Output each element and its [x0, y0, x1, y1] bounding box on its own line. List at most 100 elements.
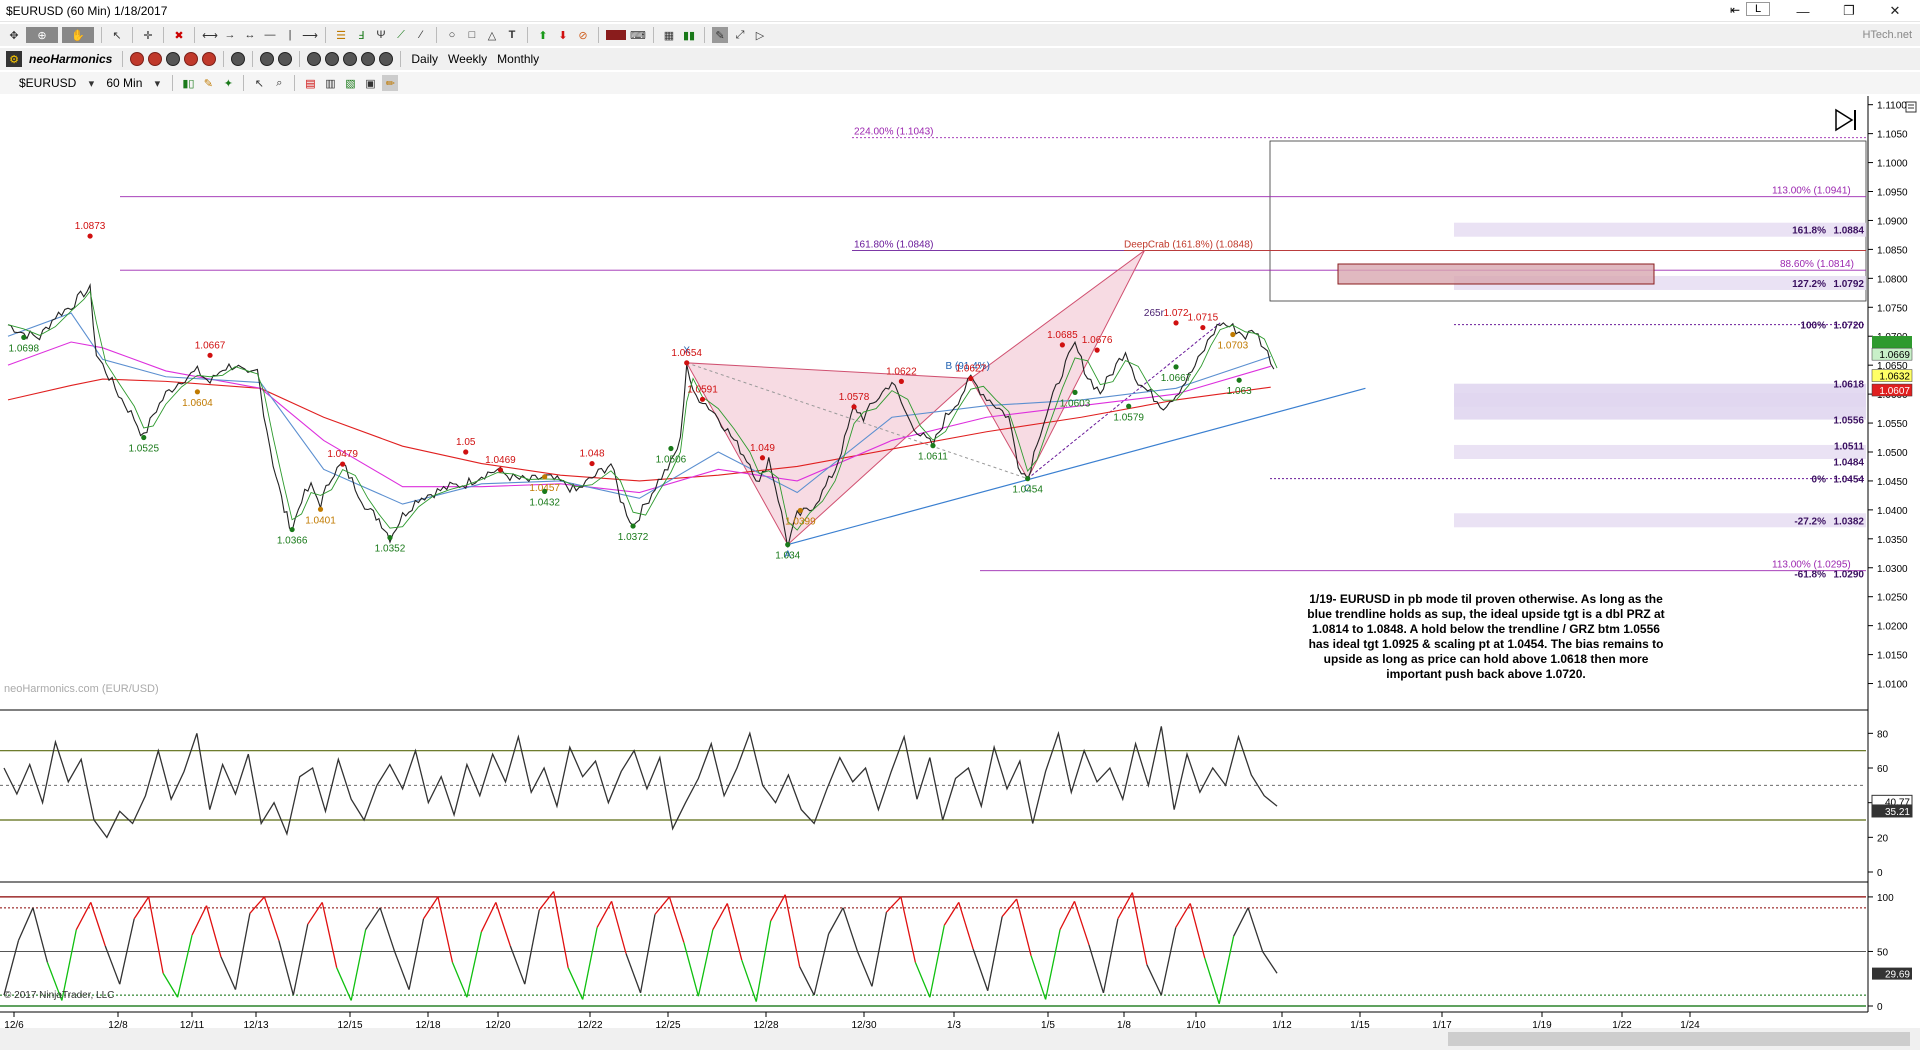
swing-dot [87, 233, 93, 239]
swing-label: 1.0591 [687, 384, 718, 395]
template-icon[interactable]: ▧ [345, 77, 356, 90]
price-chart[interactable]: 224.00% (1.1043) 113.00% (1.0941) 161.80% … [0, 96, 1920, 1028]
restore-arrow-icon[interactable]: ⇤ [1730, 3, 1741, 17]
harmonic-g8-icon[interactable] [379, 52, 394, 66]
zoom-icon[interactable]: ⊕ [26, 27, 58, 43]
toolbar-divider [325, 27, 326, 43]
crosshair-icon[interactable]: ✛ [143, 29, 153, 42]
bar-style-icon[interactable]: ▮▯ [182, 77, 195, 90]
harmonic-g7-icon[interactable] [361, 52, 376, 66]
horizontal-line-icon[interactable]: — [264, 29, 276, 41]
minimize-button[interactable]: — [1796, 3, 1810, 19]
price-line [7, 283, 1275, 548]
y-tick-label: 1.0450 [1877, 477, 1908, 488]
chevron-down-icon[interactable]: ▾ [154, 77, 161, 90]
chart-panel[interactable]: 224.00% (1.1043) 113.00% (1.0941) 161.80% … [0, 96, 1920, 1050]
regression-channel-icon[interactable]: ⁄ [420, 29, 422, 41]
cursor-select-icon[interactable]: ↖ [254, 77, 264, 90]
swing-label: 1.0667 [195, 340, 226, 351]
y-tick-label: 1.1050 [1877, 130, 1908, 141]
interval-selector[interactable]: 60 Min [106, 76, 143, 90]
time-axis: 12/6 12/8 12/11 12/13 12/15 12/18 12/20 12/22 12… [4, 1012, 1700, 1028]
period-daily[interactable]: Daily [411, 52, 439, 66]
chevron-down-icon[interactable]: ▾ [88, 77, 95, 90]
harmonic-g2-icon[interactable] [260, 52, 275, 66]
horizontal-scrollbar[interactable] [0, 1028, 1920, 1050]
extended-line-icon[interactable]: ↔ [244, 29, 256, 41]
arrow-line-icon[interactable]: ⟶ [302, 29, 318, 42]
swing-dot [194, 389, 201, 395]
arrow-up-icon[interactable]: ⬆ [538, 29, 548, 42]
cursor-icon[interactable]: ✥ [9, 29, 19, 42]
harmonic-ghost-icon[interactable] [202, 52, 217, 66]
neoharmonics-label[interactable]: neoHarmonics [29, 52, 113, 66]
triangle-tool-icon[interactable]: △ [487, 29, 497, 42]
properties-icon[interactable]: ▥ [325, 77, 336, 90]
drawing-pen-icon[interactable]: ✎ [203, 77, 213, 90]
panel-menu-icon[interactable] [1905, 101, 1917, 113]
draw-tool-icon[interactable]: ✏ [382, 75, 399, 91]
zoom-in-icon[interactable]: ⌕ [276, 76, 283, 89]
pencil-icon[interactable]: ✎ [712, 27, 728, 43]
close-drawing-icon[interactable]: ✖ [174, 29, 184, 42]
swing-dot [589, 460, 595, 467]
pointer-icon[interactable]: ↖ [112, 29, 122, 42]
remove-drawing-icon[interactable]: ⊘ [578, 29, 588, 42]
stoch-segment [784, 894, 801, 967]
harmonic-g3-icon[interactable] [278, 52, 293, 66]
close-button[interactable]: ✕ [1889, 3, 1901, 18]
keyboard-icon[interactable]: ⌨ [630, 29, 646, 42]
strategy-icon[interactable]: ▤ [305, 77, 316, 90]
play-icon[interactable]: ▷ [755, 29, 765, 42]
snapshot-icon[interactable]: ▣ [365, 77, 376, 90]
ray-tool-icon[interactable]: → [224, 29, 236, 41]
ma-ma_red [7, 378, 1271, 482]
scrollbar-thumb[interactable] [1448, 1032, 1910, 1046]
period-weekly[interactable]: Weekly [448, 52, 488, 66]
color-bar-icon[interactable] [606, 30, 626, 40]
indicator-icon[interactable]: ✦ [223, 77, 233, 90]
period-monthly[interactable]: Monthly [497, 52, 540, 66]
ellipse-tool-icon[interactable]: ○ [448, 29, 456, 41]
x-tick-label: 1/12 [1272, 1020, 1292, 1028]
swing-label: 1.0698 [8, 343, 39, 354]
instrument-selector[interactable]: $EURUSD [19, 76, 77, 90]
vertical-line-icon[interactable]: | [288, 29, 292, 41]
harmonic-h-icon[interactable] [130, 52, 145, 66]
stoch-segment [871, 912, 888, 987]
harmonic-close-icon[interactable] [184, 52, 199, 66]
rectangle-tool-icon[interactable]: □ [468, 29, 476, 41]
hand-icon[interactable]: ✋ [62, 27, 94, 43]
stoch-tick-label: 0 [1877, 1002, 1883, 1013]
harmonic-g4-icon[interactable] [307, 52, 322, 66]
link-icon[interactable]: ⤢ [735, 28, 745, 41]
fib-extension-icon[interactable]: Ⅎ [357, 29, 365, 42]
harmonic-2-icon[interactable] [166, 52, 181, 66]
harmonic-g6-icon[interactable] [343, 52, 358, 66]
layout-badge[interactable]: L [1746, 2, 1771, 16]
stoch-segment [943, 902, 960, 926]
arrow-down-icon[interactable]: ⬇ [558, 29, 568, 42]
scroll-to-end-icon[interactable] [1835, 108, 1856, 132]
harmonic-g1-icon[interactable] [231, 52, 246, 66]
stoch-segment [437, 896, 454, 963]
gann-fan-icon[interactable]: ⟋ [397, 28, 405, 41]
swing-dot [930, 443, 936, 449]
price-marker-label: 1.0607 [1879, 386, 1910, 397]
text-tool-icon[interactable]: T [508, 29, 516, 41]
harmonic-line-icon[interactable] [148, 52, 163, 66]
line-tool-icon[interactable]: ⟷ [202, 29, 218, 42]
y-tick-label: 1.0750 [1877, 303, 1908, 314]
fib-retracement-icon[interactable]: ☰ [336, 29, 346, 42]
reference-line-label: 88.60% (1.0814) [1780, 259, 1854, 270]
swing-label: 1.0399 [785, 516, 816, 527]
bar-type-icon[interactable]: ▮▮ [682, 29, 696, 42]
maximize-button[interactable]: ❐ [1843, 3, 1855, 18]
andrews-pitchfork-icon[interactable]: Ψ [376, 29, 386, 41]
harmonic-g5-icon[interactable] [325, 52, 340, 66]
x-tick-label: 12/11 [180, 1020, 205, 1028]
stoch-segment [278, 940, 294, 996]
swing-dot [699, 396, 706, 402]
data-box-icon[interactable]: ▦ [663, 29, 675, 42]
brand-link[interactable]: HTech.net [1862, 29, 1912, 41]
